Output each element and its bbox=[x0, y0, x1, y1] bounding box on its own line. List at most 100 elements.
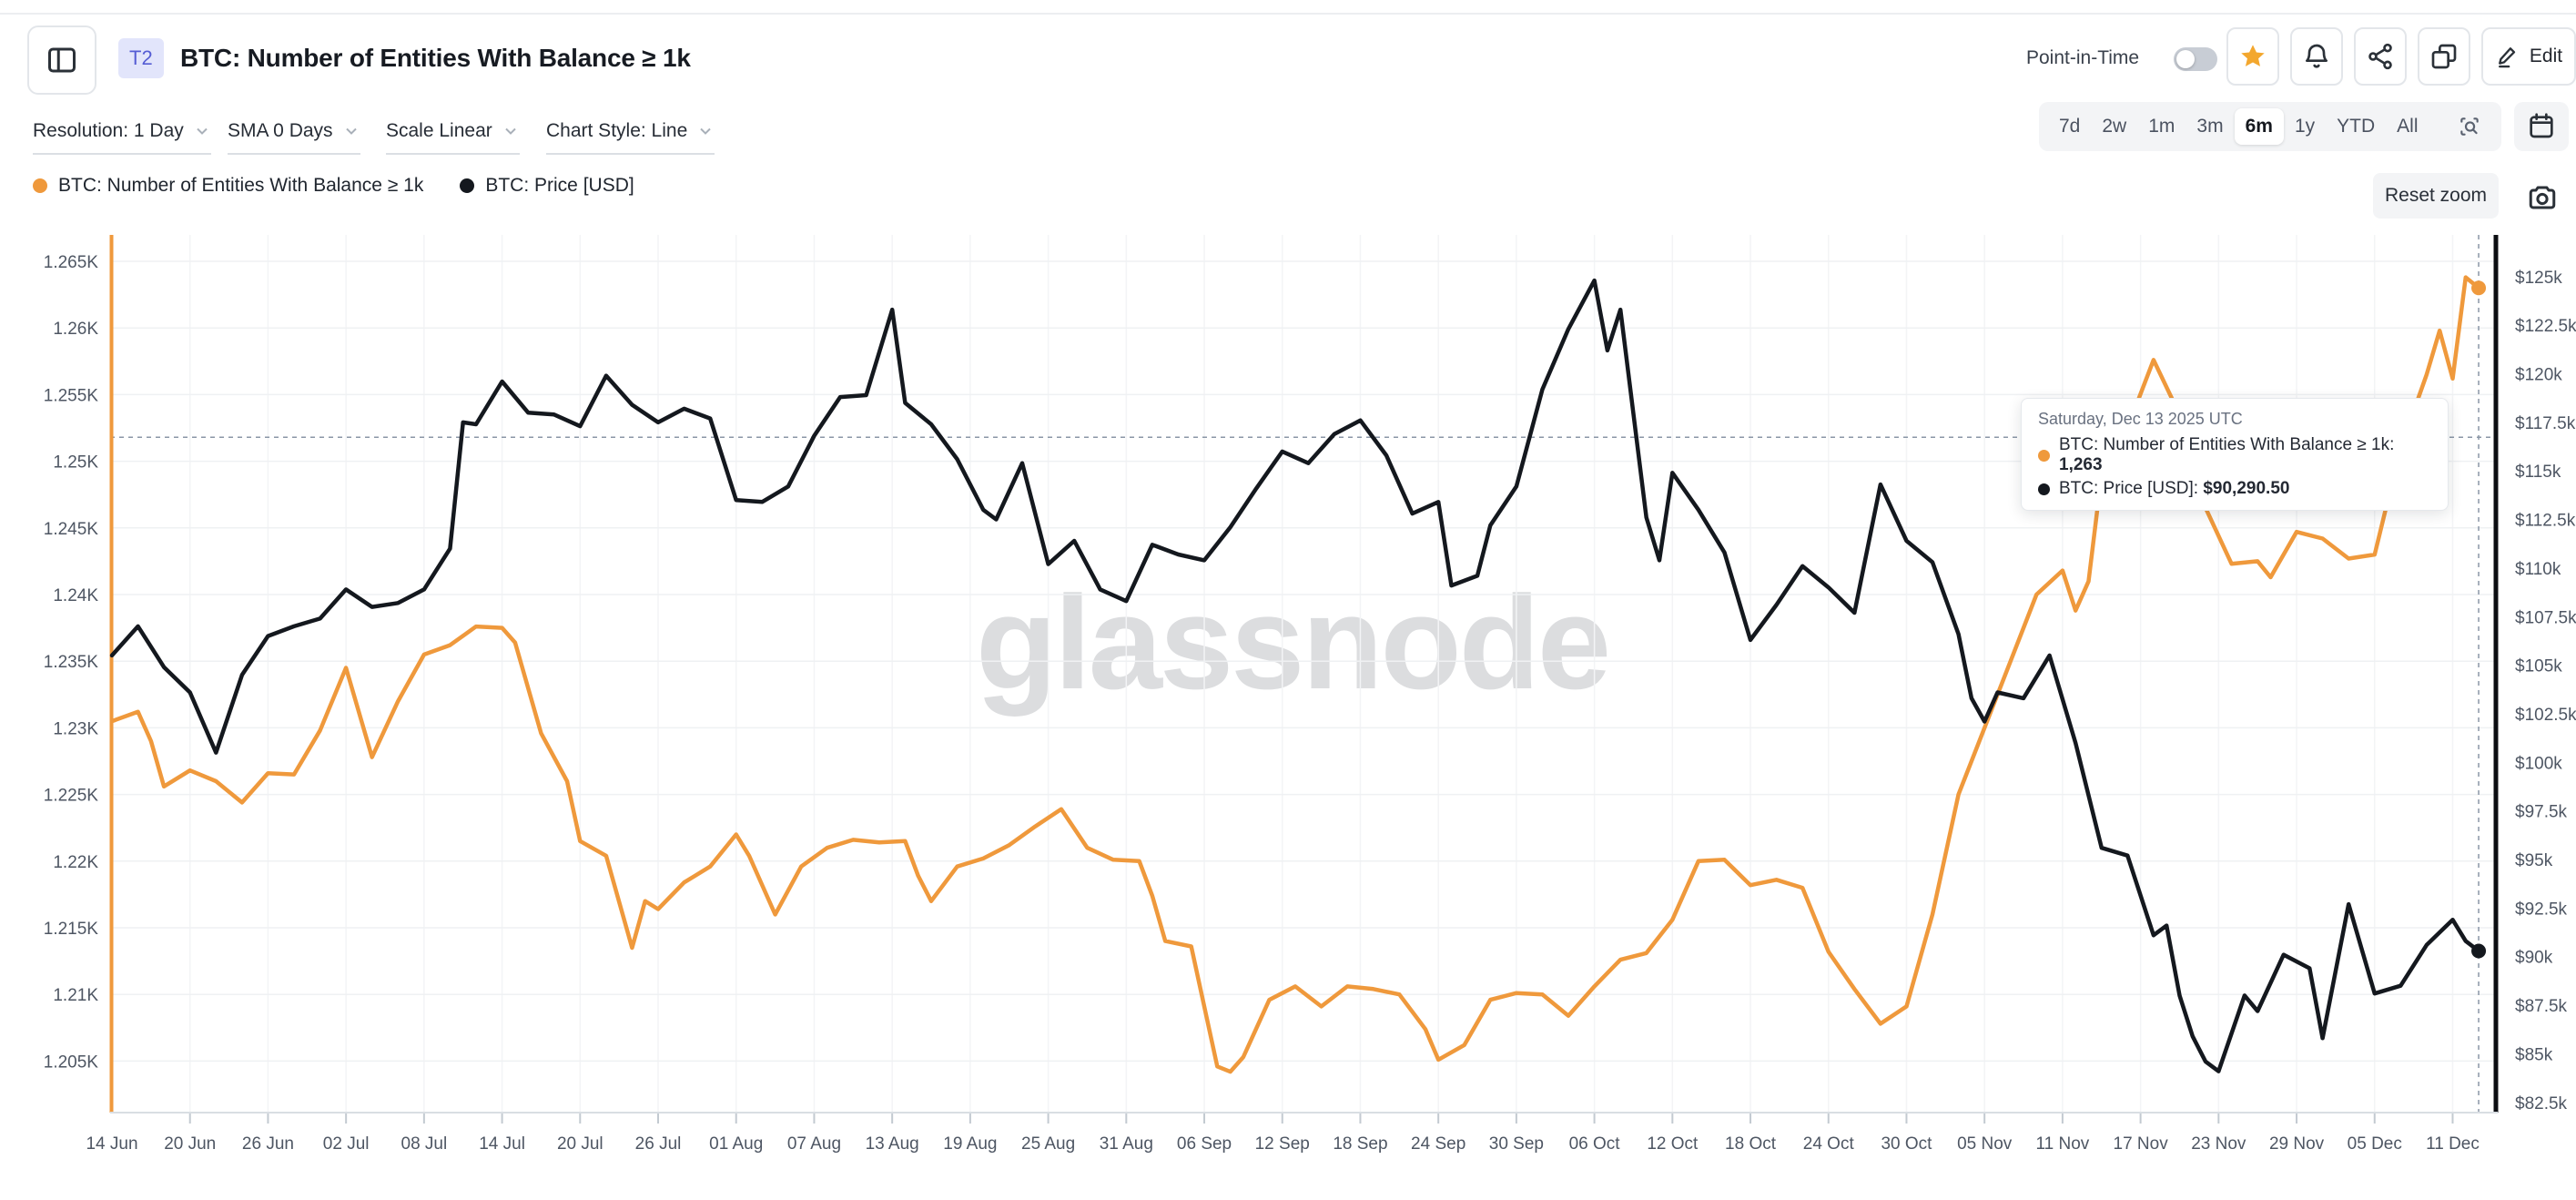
chevron-down-icon bbox=[197, 127, 208, 135]
x-axis-label: 25 Aug bbox=[1021, 1134, 1075, 1154]
range-button-1y[interactable]: 1y bbox=[2294, 116, 2316, 137]
sma-dropdown-label: SMA 0 Days bbox=[228, 120, 333, 141]
tab-badge[interactable]: T2 bbox=[118, 38, 164, 78]
right-axis-label: $100k bbox=[2515, 754, 2562, 773]
x-axis-label: 01 Aug bbox=[709, 1134, 763, 1154]
left-axis-label: 1.21K bbox=[53, 986, 98, 1005]
tooltip-series-label: BTC: Price [USD]: $90,290.50 bbox=[2059, 479, 2290, 498]
edit-button-label: Edit bbox=[2529, 46, 2563, 66]
pencil-icon bbox=[2498, 47, 2516, 68]
range-button-7d[interactable]: 7d bbox=[2059, 116, 2081, 137]
time-range-bar: 7d 2w 1m 3m 6m 1y YTD All bbox=[2039, 102, 2501, 151]
legend-label: BTC: Price [USD] bbox=[485, 175, 634, 196]
legend-item-0[interactable]: BTC: Number of Entities With Balance ≥ 1… bbox=[33, 175, 423, 197]
chart-style-dropdown[interactable]: Chart Style: Line bbox=[546, 120, 715, 155]
duplicate-button[interactable] bbox=[2418, 27, 2470, 86]
x-axis-label: 11 Nov bbox=[2036, 1134, 2090, 1154]
x-axis-label: 13 Aug bbox=[866, 1134, 919, 1154]
x-axis-label: 18 Sep bbox=[1333, 1134, 1387, 1154]
scale-dropdown-label: Scale Linear bbox=[386, 120, 492, 141]
x-axis-label: 05 Nov bbox=[1957, 1134, 2013, 1154]
copy-icon bbox=[2431, 44, 2457, 69]
right-axis-label: $102.5k bbox=[2515, 706, 2576, 725]
x-axis-label: 26 Jul bbox=[635, 1134, 682, 1154]
x-axis-label: 07 Aug bbox=[787, 1134, 841, 1154]
tooltip-series-dot bbox=[2038, 483, 2050, 495]
right-axis-label: $122.5k bbox=[2515, 317, 2576, 336]
x-axis-label: 19 Aug bbox=[943, 1134, 997, 1154]
edit-button[interactable]: Edit bbox=[2481, 27, 2576, 86]
scale-dropdown[interactable]: Scale Linear bbox=[386, 120, 520, 155]
favorite-button[interactable] bbox=[2226, 27, 2279, 86]
left-axis-label: 1.215K bbox=[44, 920, 99, 939]
x-axis-label: 29 Nov bbox=[2269, 1134, 2325, 1154]
alert-button[interactable] bbox=[2290, 27, 2343, 86]
right-axis-label: $120k bbox=[2515, 366, 2562, 385]
legend-dot bbox=[460, 178, 475, 193]
x-axis-label: 12 Sep bbox=[1255, 1134, 1310, 1154]
page-top-divider bbox=[0, 13, 2576, 15]
star-icon bbox=[2241, 45, 2265, 66]
left-axis-label: 1.245K bbox=[44, 520, 99, 539]
left-axis-label: 1.255K bbox=[44, 386, 99, 405]
panel-left-icon bbox=[48, 47, 76, 73]
x-axis-label: 11 Dec bbox=[2426, 1134, 2480, 1154]
left-axis-label: 1.225K bbox=[44, 787, 99, 806]
camera-icon bbox=[2529, 186, 2556, 209]
range-button-all[interactable]: All bbox=[2397, 116, 2419, 137]
right-axis-label: $85k bbox=[2515, 1045, 2553, 1064]
legend-dot bbox=[33, 178, 47, 193]
screenshot-button[interactable] bbox=[2521, 177, 2563, 219]
left-axis-label: 1.265K bbox=[44, 253, 99, 272]
resolution-dropdown[interactable]: Resolution: 1 Day bbox=[33, 120, 211, 155]
sma-dropdown[interactable]: SMA 0 Days bbox=[228, 120, 360, 155]
calendar-button[interactable] bbox=[2514, 102, 2569, 151]
right-axis-label: $82.5k bbox=[2515, 1094, 2568, 1114]
range-button-ytd[interactable]: YTD bbox=[2337, 116, 2376, 137]
x-axis-label: 30 Oct bbox=[1881, 1134, 1932, 1154]
right-axis-label: $115k bbox=[2515, 463, 2561, 482]
right-axis-label: $95k bbox=[2515, 851, 2553, 870]
x-axis-label: 24 Oct bbox=[1803, 1134, 1855, 1154]
x-axis-label: 14 Jun bbox=[86, 1134, 137, 1154]
right-axis-label: $90k bbox=[2515, 949, 2553, 968]
x-axis-label: 26 Jun bbox=[242, 1134, 294, 1154]
x-axis-label: 24 Sep bbox=[1411, 1134, 1465, 1154]
left-axis-label: 1.26K bbox=[53, 320, 98, 339]
zoom-area-icon bbox=[2460, 117, 2479, 136]
series-line-entities bbox=[109, 275, 2481, 1074]
right-axis-label: $92.5k bbox=[2515, 900, 2568, 919]
zoom-area-button[interactable] bbox=[2447, 107, 2492, 146]
series-end-marker-entities bbox=[2471, 280, 2487, 296]
series-line-price bbox=[109, 278, 2481, 1073]
right-axis-label: $112.5k bbox=[2515, 512, 2576, 531]
chart-tooltip: Saturday, Dec 13 2025 UTC BTC: Number of… bbox=[2021, 398, 2449, 511]
share-button[interactable] bbox=[2354, 27, 2407, 86]
tooltip-row-1: BTC: Price [USD]: $90,290.50 bbox=[2038, 479, 2431, 499]
right-axis-label: $107.5k bbox=[2515, 608, 2576, 627]
legend-item-1[interactable]: BTC: Price [USD] bbox=[460, 175, 634, 197]
range-button-2w[interactable]: 2w bbox=[2102, 116, 2127, 137]
point-in-time-toggle[interactable] bbox=[2174, 47, 2217, 71]
x-axis-label: 12 Oct bbox=[1647, 1134, 1699, 1154]
range-button-1m[interactable]: 1m bbox=[2148, 116, 2175, 137]
reset-zoom-button[interactable]: Reset zoom bbox=[2373, 173, 2499, 219]
right-axis-label: $117.5k bbox=[2515, 414, 2576, 433]
x-axis-label: 30 Sep bbox=[1489, 1134, 1544, 1154]
x-axis-label: 31 Aug bbox=[1100, 1134, 1153, 1154]
chart-style-dropdown-label: Chart Style: Line bbox=[546, 120, 688, 141]
tooltip-row-0: BTC: Number of Entities With Balance ≥ 1… bbox=[2038, 435, 2431, 475]
chart-legend: BTC: Number of Entities With Balance ≥ 1… bbox=[33, 175, 634, 197]
range-button-6m[interactable]: 6m bbox=[2234, 108, 2284, 145]
range-button-3m[interactable]: 3m bbox=[2196, 116, 2224, 137]
resolution-dropdown-label: Resolution: 1 Day bbox=[33, 120, 184, 141]
share-icon bbox=[2368, 43, 2392, 70]
left-axis-label: 1.23K bbox=[53, 719, 98, 738]
sidebar-toggle-button[interactable] bbox=[27, 25, 96, 95]
right-axis-label: $105k bbox=[2515, 657, 2562, 676]
point-in-time-label: Point-in-Time bbox=[2026, 47, 2140, 68]
glassnode-watermark: glassnode bbox=[976, 568, 1611, 717]
x-axis-label: 05 Dec bbox=[2348, 1134, 2402, 1154]
chevron-down-icon bbox=[505, 127, 516, 135]
